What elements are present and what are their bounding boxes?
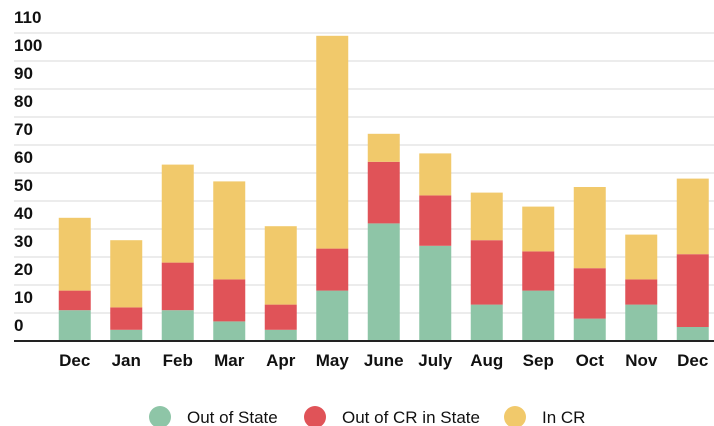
bar-segment <box>367 133 400 162</box>
bar-segment <box>419 195 452 246</box>
bar-segment <box>522 206 555 252</box>
bar-segment <box>264 226 297 305</box>
legend-label: Out of State <box>187 408 278 426</box>
bar-segment <box>213 181 246 280</box>
bar-segment <box>522 251 555 291</box>
bar-segment <box>625 234 658 280</box>
bar-segment <box>625 279 658 305</box>
legend-swatch <box>149 406 171 426</box>
bar-segment <box>58 290 91 311</box>
x-tick-label: Oct <box>576 351 605 370</box>
bar-segment <box>264 304 297 330</box>
y-tick-label: 90 <box>14 64 33 83</box>
bar-segment <box>316 35 349 249</box>
x-tick-label: May <box>316 351 350 370</box>
y-tick-label: 70 <box>14 120 33 139</box>
bar-segment <box>419 153 452 196</box>
x-tick-label: Sep <box>523 351 554 370</box>
bar-segment <box>470 240 503 305</box>
y-tick-label: 60 <box>14 148 33 167</box>
bar-segment <box>213 279 246 322</box>
bar-segment <box>213 321 246 341</box>
x-tick-label: Dec <box>677 351 708 370</box>
legend-label: Out of CR in State <box>342 408 480 426</box>
x-tick-label: Apr <box>266 351 296 370</box>
bar-segment <box>316 290 349 341</box>
y-tick-label: 40 <box>14 204 33 223</box>
bar-segment <box>110 329 143 341</box>
bar-segment <box>676 254 709 327</box>
x-tick-label: June <box>364 351 404 370</box>
bar-segment <box>573 268 606 319</box>
legend-swatch <box>504 406 526 426</box>
bar-segment <box>58 310 91 341</box>
x-tick-label: Nov <box>625 351 658 370</box>
y-tick-label: 50 <box>14 176 33 195</box>
bar-segment <box>58 217 91 291</box>
bar-segment <box>161 262 194 311</box>
bar-segment <box>573 318 606 341</box>
y-tick-label: 10 <box>14 288 33 307</box>
x-tick-label: Dec <box>59 351 90 370</box>
y-tick-label: 20 <box>14 260 33 279</box>
legend-label: In CR <box>542 408 585 426</box>
bar-segment <box>316 248 349 291</box>
bar-segment <box>625 304 658 341</box>
y-tick-label: 30 <box>14 232 33 251</box>
bar-segment <box>676 327 709 341</box>
y-tick-label: 100 <box>14 36 42 55</box>
x-tick-label: Feb <box>163 351 193 370</box>
y-tick-label: 110 <box>14 8 41 27</box>
bar-segment <box>470 192 503 241</box>
bar-segment <box>110 240 143 308</box>
legend-swatch <box>304 406 326 426</box>
bar-segment <box>367 223 400 341</box>
bar-segment <box>264 329 297 341</box>
x-tick-label: Mar <box>214 351 245 370</box>
bar-segment <box>419 245 452 341</box>
bar-segment <box>470 304 503 341</box>
y-tick-label: 80 <box>14 92 33 111</box>
bar-segment <box>367 161 400 224</box>
bar-segment <box>161 164 194 263</box>
x-tick-label: July <box>418 351 453 370</box>
bar-segment <box>676 178 709 255</box>
bar-segment <box>161 310 194 341</box>
bar-segment <box>522 290 555 341</box>
bar-segment <box>573 187 606 269</box>
x-tick-label: Jan <box>112 351 141 370</box>
y-tick-label: 0 <box>14 316 23 335</box>
x-tick-label: Aug <box>470 351 503 370</box>
bar-segment <box>110 307 143 330</box>
